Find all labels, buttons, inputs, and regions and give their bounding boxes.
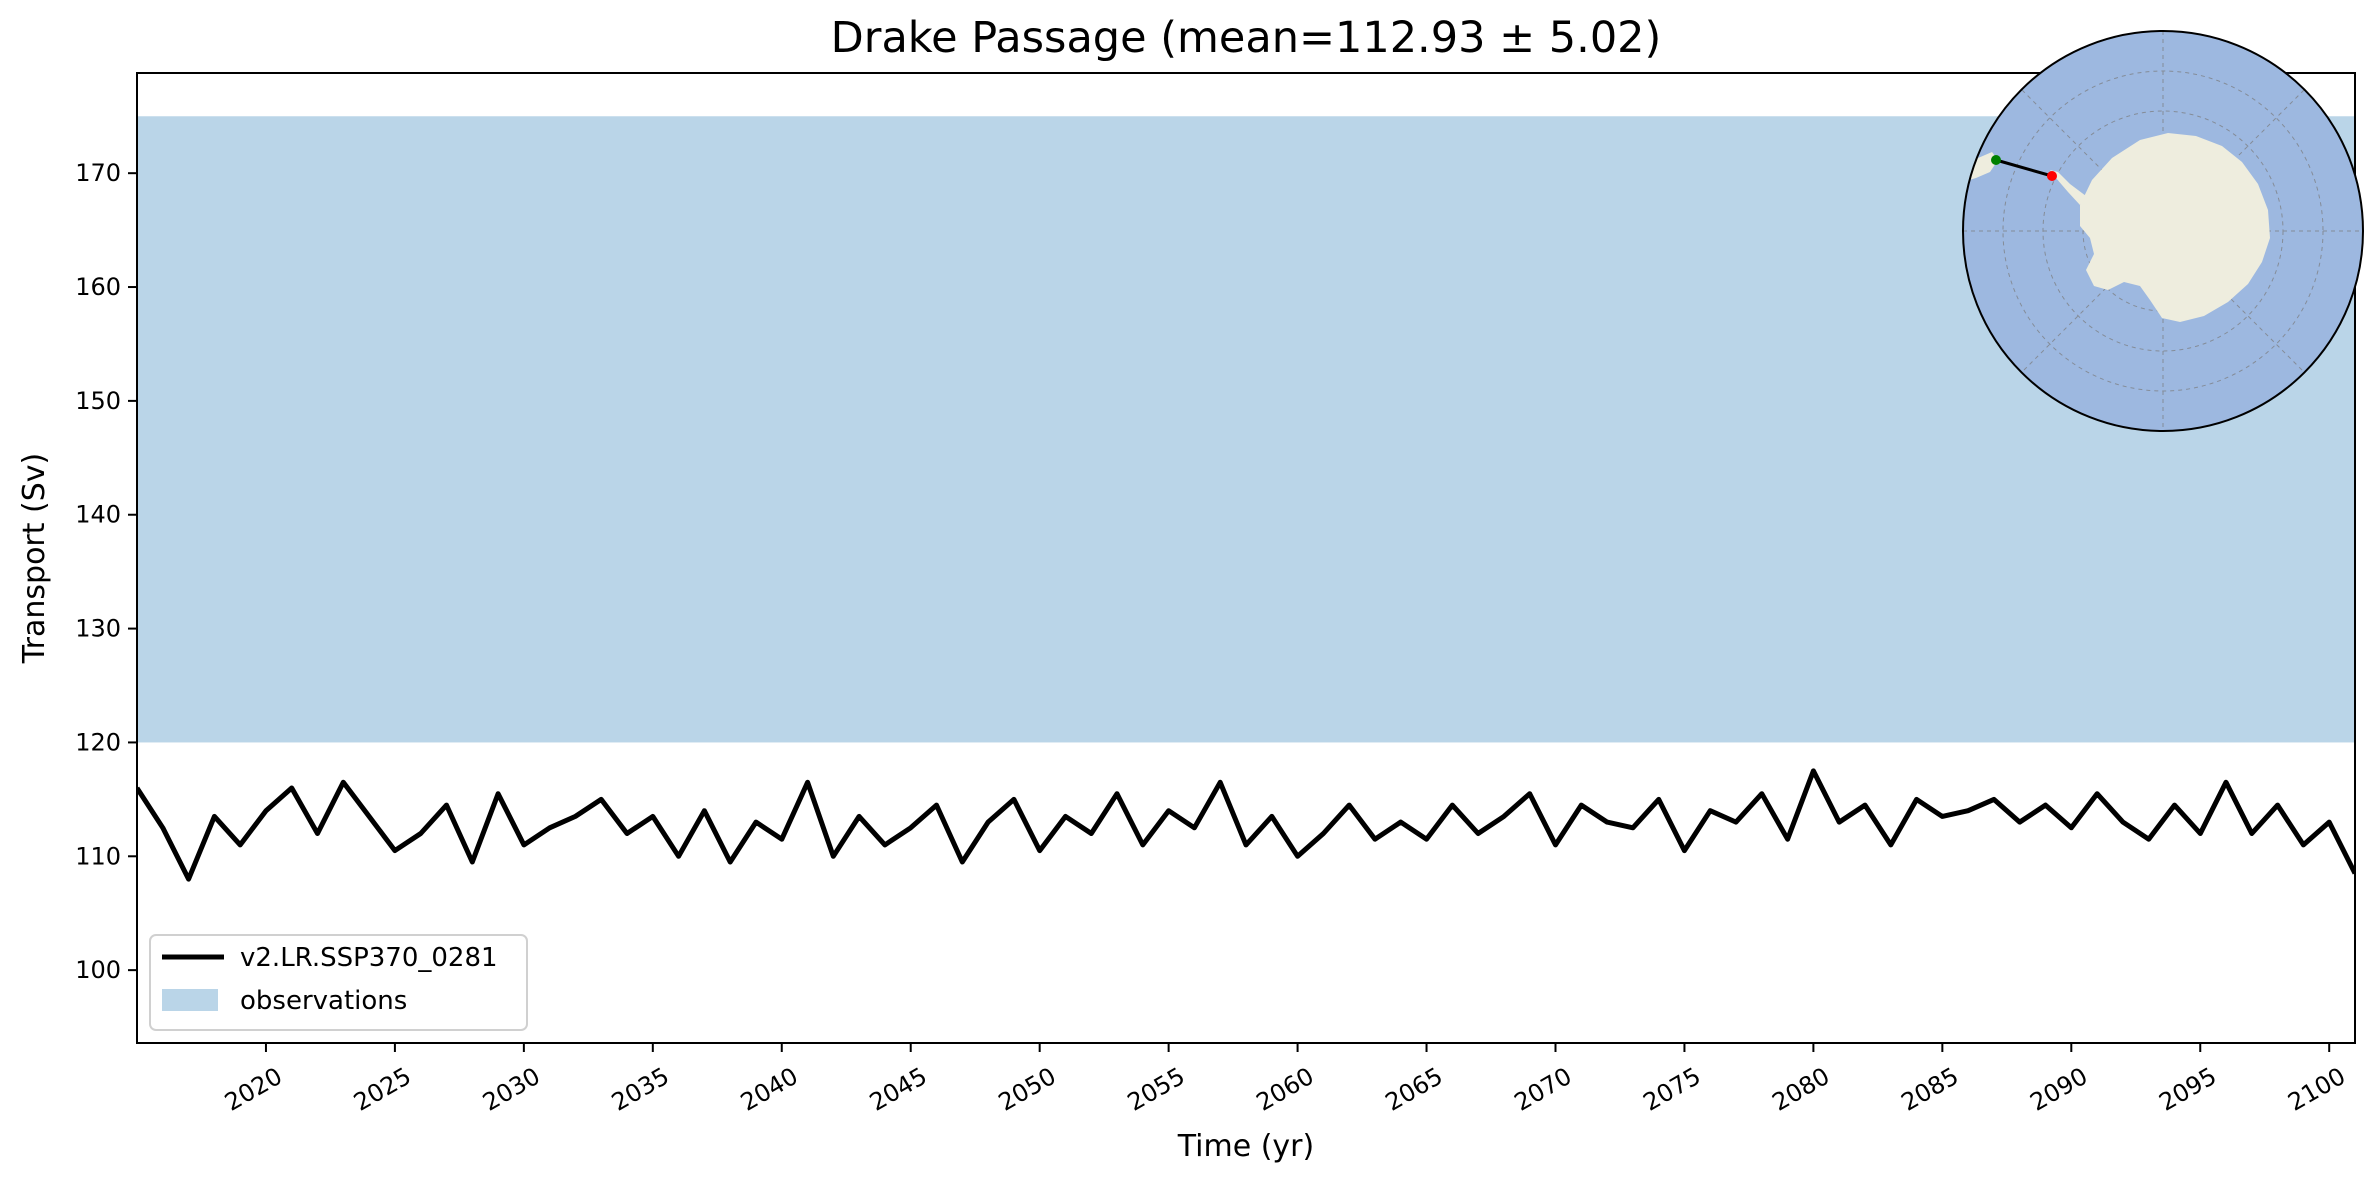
x-tick-label: 2040	[736, 1062, 803, 1117]
chart-title: Drake Passage (mean=112.93 ± 5.02)	[831, 13, 1662, 63]
x-tick-label: 2100	[2283, 1062, 2350, 1117]
y-axis-ticks: 100 110 120 130 140 150 160 170	[75, 159, 137, 984]
legend-line-label: v2.LR.SSP370_0281	[240, 943, 498, 973]
x-tick-label: 2035	[607, 1062, 674, 1117]
legend-box	[149, 934, 528, 1031]
y-tick-label: 110	[75, 842, 121, 870]
x-tick-label: 2060	[1252, 1062, 1319, 1117]
y-tick-label: 130	[75, 615, 121, 643]
x-tick-label: 2085	[1896, 1062, 1963, 1117]
transect-end-marker	[2047, 171, 2057, 181]
x-tick-label: 2080	[1768, 1062, 1835, 1117]
legend: v2.LR.SSP370_0281 observations	[149, 934, 528, 1031]
y-tick-label: 120	[75, 728, 121, 756]
antarctica-landmass	[2080, 133, 2270, 322]
y-tick-label: 150	[75, 387, 121, 415]
legend-band-label: observations	[240, 986, 407, 1016]
map-border	[1962, 30, 2364, 432]
axes-frame	[136, 72, 2356, 1044]
x-tick-label: 2075	[1639, 1062, 1706, 1117]
transect-start-marker	[1991, 155, 2001, 165]
y-tick-label: 100	[75, 956, 121, 984]
x-tick-label: 2050	[994, 1062, 1061, 1117]
inset-map	[1962, 30, 2364, 432]
antarctic-peninsula	[2050, 170, 2086, 205]
x-tick-label: 2070	[1510, 1062, 1577, 1117]
x-tick-label: 2045	[865, 1062, 932, 1117]
x-tick-label: 2090	[2025, 1062, 2092, 1117]
y-axis-title: Transport (Sv)	[17, 453, 52, 665]
x-axis-title: Time (yr)	[1177, 1129, 1314, 1164]
series-line	[137, 768, 2355, 882]
x-axis-ticks: 2020 2025 2030 2035 2040 2045 2050 2055 2060 2065…	[220, 1043, 2350, 1117]
y-tick-label: 140	[75, 501, 121, 529]
x-tick-label: 2030	[478, 1062, 545, 1117]
x-tick-label: 2095	[2154, 1062, 2221, 1117]
y-tick-label: 160	[75, 273, 121, 301]
y-tick-label: 170	[75, 159, 121, 187]
legend-band-swatch	[162, 989, 218, 1011]
x-tick-label: 2065	[1381, 1062, 1448, 1117]
x-tick-label: 2055	[1123, 1062, 1190, 1117]
x-tick-label: 2025	[349, 1062, 416, 1117]
transect-line	[1995, 158, 2053, 178]
x-tick-label: 2020	[220, 1062, 287, 1117]
